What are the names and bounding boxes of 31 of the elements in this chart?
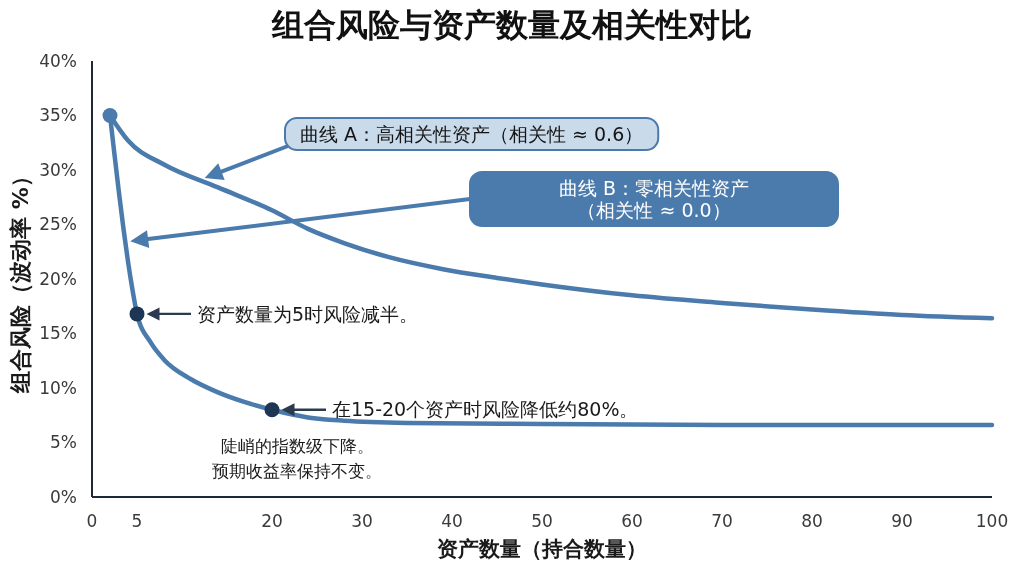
y-tick-label: 40% xyxy=(39,50,77,71)
x-tick-label: 80 xyxy=(801,510,823,531)
chart-title: 组合风险与资产数量及相关性对比 xyxy=(271,6,752,44)
x-tick-label: 5 xyxy=(131,510,143,531)
y-tick-label: 10% xyxy=(39,377,77,398)
annotation: 资产数量为5时风险减半。 xyxy=(197,302,419,325)
y-tick-label: 30% xyxy=(39,159,77,180)
text: 曲线 A：高相关性资产（相关性 ≈ 0.6） xyxy=(299,122,644,145)
x-tick-label: 0 xyxy=(86,510,98,531)
y-tick-label: 35% xyxy=(39,105,77,126)
y-tick-label: 25% xyxy=(39,214,77,235)
x-tick-label: 40 xyxy=(441,510,463,531)
y-tick-label: 0% xyxy=(50,486,77,507)
x-tick-label: 20 xyxy=(261,510,283,531)
y-axis-title: 组合风险（波动率 %） xyxy=(8,165,33,394)
y-tick-label: 20% xyxy=(39,268,77,289)
x-tick-label: 70 xyxy=(711,510,733,531)
text: 曲线 B：零相关性资产（相关性 ≈ 0.0） xyxy=(558,176,750,221)
x-tick-label: 100 xyxy=(975,510,1009,531)
annotation: 陡峭的指数级下降。预期收益率保持不变。 xyxy=(212,436,382,481)
point xyxy=(129,306,145,322)
annotation: 在15-20个资产时风险降低约80%。 xyxy=(332,398,639,421)
x-tick-label: 90 xyxy=(891,510,913,531)
y-tick-label: 5% xyxy=(50,432,77,453)
x-tick-label: 60 xyxy=(621,510,643,531)
y-tick-label: 15% xyxy=(39,323,77,344)
x-axis-title: 资产数量（持合数量） xyxy=(437,537,647,561)
x-tick-label: 30 xyxy=(351,510,373,531)
x-tick-label: 50 xyxy=(531,510,553,531)
point xyxy=(264,402,280,418)
point xyxy=(102,108,118,123)
